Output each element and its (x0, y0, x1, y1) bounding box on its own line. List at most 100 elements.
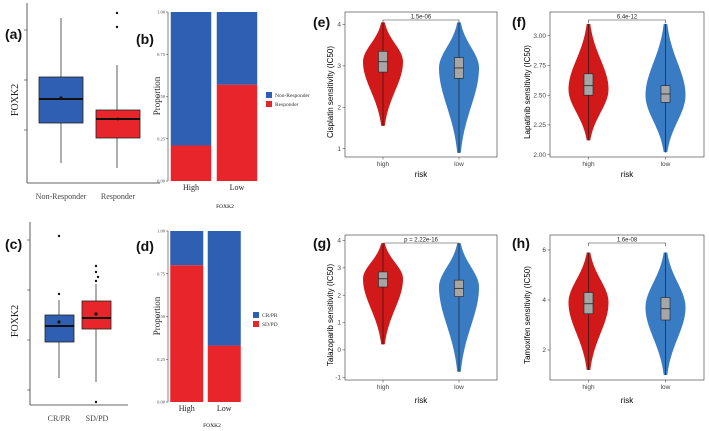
panel-a-mean-point (116, 117, 120, 121)
panel-b-xlabel: FOXK2 (216, 204, 234, 210)
panel-d-ytick-label: 1.00 (157, 229, 166, 234)
panel-g: Talazoparib sensitivity (IC50) risk -1 0 1… (326, 234, 498, 405)
panel-g-ylabel: Talazoparib sensitivity (IC50) (326, 264, 335, 367)
panel-d-bar-low-sd-pd (207, 345, 241, 402)
panel-h-box-high (583, 292, 594, 315)
panel-e-xtick-label: low (454, 161, 464, 168)
panel-label-b: (b) (136, 31, 154, 47)
panel-f-ytick-label: 2.00 (533, 152, 546, 159)
panel-d-legend-label-0: CR/PR (262, 313, 278, 319)
panel-f-significance-label: 6.4e-12 (617, 15, 638, 21)
panel-e-significance-bracket (382, 19, 460, 23)
panel-b-ylabel: Proportion (152, 76, 162, 115)
panel-e-ytick-label: 4 (337, 22, 341, 29)
panel-e-plot-border (344, 11, 498, 158)
panel-a-xtick: Non-Responder (36, 192, 87, 201)
panel-b-legend-swatch-0 (266, 92, 272, 98)
panel-b: Proportion FOXK2 Non-Responder Responder… (152, 10, 310, 211)
panel-c-outlier (94, 270, 98, 274)
panel-b-legend-swatch-1 (266, 101, 272, 107)
panel-g-plot-border (344, 234, 498, 381)
panel-h-ytick-label: 4 (542, 297, 546, 304)
panel-h-xtick-label: high (582, 384, 595, 391)
panel-label-h: (h) (512, 235, 530, 251)
panel-h-ytick-label: 2 (542, 347, 546, 354)
panel-c-xtick: CR/PR (48, 414, 71, 423)
panel-a-xtick: Responder (101, 192, 136, 201)
panel-g-xtick-label: high (377, 384, 390, 391)
panel-g-ytick-label: 4 (337, 238, 341, 245)
panel-h: Tamoxifen sensitivity (IC50) risk 2 4 6 hig… (523, 234, 705, 405)
panel-f-box-high (583, 73, 594, 96)
panel-b-ytick-label: 0.75 (157, 52, 166, 57)
panel-d-xtick: High (179, 404, 195, 413)
panel-h-ytick-label: 6 (542, 247, 546, 254)
panel-c-mean-point (94, 312, 98, 316)
panel-f-ytick-label: 2.25 (533, 122, 546, 129)
panel-e: Cisplatin sensitivity (IC50) risk 1 2 3 4 hi… (326, 11, 498, 179)
panel-b-bar-high-non-responder (170, 12, 212, 146)
panel-g-ytick-label: 1 (337, 320, 341, 327)
panel-c-ylabel: FOXK2 (10, 305, 21, 337)
panel-g-ytick-label: 2 (337, 292, 341, 299)
panel-g-ytick-label: 0 (337, 347, 341, 354)
panel-e-xlabel: risk (415, 170, 428, 179)
panel-a-mean-point (59, 96, 63, 100)
panel-f-plot-border (549, 11, 705, 158)
panel-b-xtick: High (183, 183, 199, 192)
panel-c-outlier (94, 400, 98, 404)
panel-b-ytick-label: 0.25 (157, 136, 166, 141)
panel-a-outlier (115, 25, 119, 29)
panel-d-legend-label-1: SD/PD (262, 322, 278, 328)
panel-a-box-responder (95, 109, 141, 139)
panel-g-ytick-label: -1 (335, 374, 341, 381)
panel-d-xlabel: FOXK2 (203, 423, 221, 429)
panel-b-legend-label-0: Non-Responder (275, 93, 310, 99)
panel-b-bar-low-responder (216, 84, 258, 181)
panel-label-c: (c) (5, 236, 22, 252)
panel-b-xtick: Low (230, 183, 245, 192)
panel-h-plot-border (549, 234, 705, 381)
panel-f-ytick-label: 2.50 (533, 92, 546, 99)
panel-g-significance-bracket (382, 242, 460, 246)
panel-label-a: (a) (5, 26, 22, 42)
panel-b-bar-low-non-responder (216, 12, 258, 85)
panel-h-ylabel: Tamoxifen sensitivity (IC50) (523, 266, 532, 364)
panel-d-bar-low-cr-pr (207, 231, 241, 346)
panel-f-ytick-label: 3.00 (533, 33, 546, 40)
panel-b-ytick-label: 0.50 (157, 94, 166, 99)
panel-c-outlier (94, 264, 98, 268)
panel-h-significance-label: 1.6e-08 (617, 238, 638, 244)
panel-e-ytick-label: 1 (337, 146, 341, 153)
panel-label-g: (g) (313, 235, 331, 251)
panel-e-significance-label: 1.5e-06 (411, 15, 432, 21)
panel-b-ytick-label: 1.00 (157, 10, 166, 15)
panel-e-ylabel: Cisplatin sensitivity (IC50) (326, 46, 335, 138)
panel-d-ytick-label: 0.25 (157, 357, 166, 362)
panel-b-bar-high-responder (170, 145, 212, 181)
panel-g-significance-label: p = 2.22e-16 (404, 238, 439, 244)
panel-d-legend-swatch-0 (253, 312, 259, 318)
panel-c-outlier (57, 234, 61, 238)
panel-h-xtick-label: low (661, 384, 671, 391)
panel-g-ytick-label: 3 (337, 265, 341, 272)
panel-label-e: (e) (313, 14, 330, 30)
panel-c-outlier (94, 279, 98, 283)
panel-e-ytick-label: 3 (337, 63, 341, 70)
panel-f-significance-bracket (588, 19, 666, 23)
panel-d-ylabel: Proportion (152, 296, 162, 335)
panel-c-mean-point (57, 320, 61, 324)
panel-f-ytick-label: 2.75 (533, 63, 546, 70)
panel-d-bar-high-cr-pr (170, 231, 204, 266)
panel-c-outlier (57, 292, 61, 296)
panel-c-box-crpr (44, 314, 75, 343)
panel-b-legend-label-1: Responder (275, 102, 299, 108)
panel-a-ylabel: FOXK2 (10, 84, 21, 116)
panel-d-bar-high-sd-pd (170, 265, 204, 402)
panel-label-f: (f) (512, 14, 526, 30)
panel-b-ytick-label: 0.00 (157, 179, 166, 184)
panel-c-outlier (96, 275, 100, 279)
panel-a-outlier (115, 11, 119, 15)
panel-e-ytick-label: 2 (337, 104, 341, 111)
